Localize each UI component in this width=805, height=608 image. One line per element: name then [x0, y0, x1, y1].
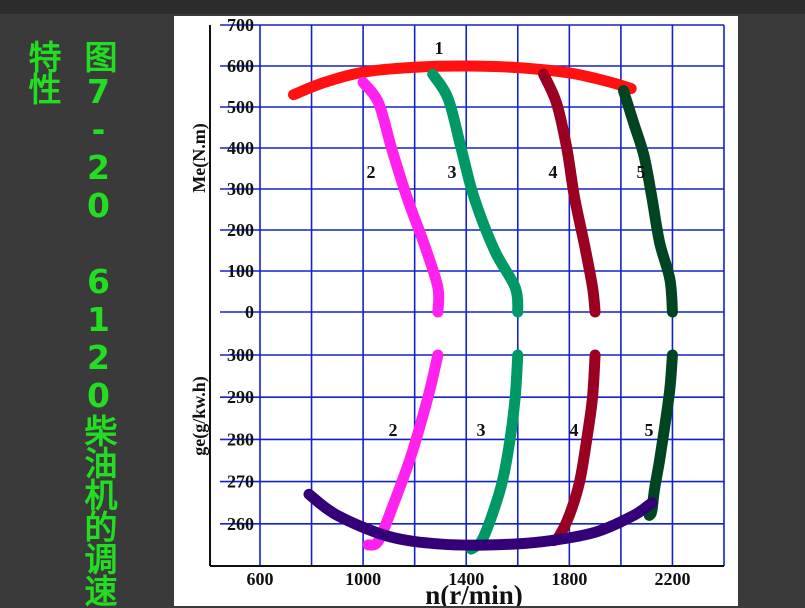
curve-bottom-6 [303, 488, 658, 551]
curve-label-bottom: 2 [389, 420, 398, 440]
y-tick-label-torque: 600 [227, 56, 254, 76]
curve-label-top: 5 [637, 162, 646, 182]
curve-top-5 [617, 85, 678, 318]
y-tick-label-torque: 100 [227, 261, 254, 281]
curve-bottom-2 [362, 349, 444, 551]
curve-bottom-3 [465, 349, 524, 555]
tick-labels: 600 1000 1400 1800 2200700600500400300200100… [227, 16, 690, 589]
curve-label-top: 3 [448, 162, 457, 182]
curve-label-top: 2 [367, 162, 376, 182]
y-axis-label-torque: Me(N.m) [189, 123, 210, 192]
y-tick-label-fuel: 260 [227, 514, 254, 534]
x-tick-label: 1400 [448, 569, 484, 589]
x-tick-label: 600 [247, 569, 274, 589]
grid [220, 24, 725, 567]
curves [288, 60, 678, 555]
y-tick-label-torque: 200 [227, 220, 254, 240]
curve-bottom-5 [643, 349, 678, 521]
y-tick-label-fuel: 290 [227, 387, 254, 407]
curve-top-4 [538, 68, 601, 318]
figure-caption: 图7-20 6120柴油机的调速特性 [23, 40, 118, 606]
x-axis-label: n(r/min) [425, 580, 523, 606]
y-tick-label-fuel: 280 [227, 429, 254, 449]
curve-top-2 [357, 76, 445, 318]
x-tick-label: 2200 [654, 569, 690, 589]
axes [209, 25, 724, 567]
y-axis-label-fuel: ge(g/kw.h) [189, 376, 210, 456]
chart-figure: 600 1000 1400 1800 2200 700 600 500 400 300 200 100… [174, 16, 738, 606]
top-bar [0, 0, 805, 14]
y-tick-label-fuel: 270 [227, 472, 254, 492]
y-tick-label-torque: 700 [227, 16, 254, 35]
curve-label-top: 4 [549, 162, 558, 182]
x-tick-label: 1800 [551, 569, 587, 589]
x-tick-label: 1000 [345, 569, 381, 589]
y-tick-label-torque: 400 [227, 138, 254, 158]
y-tick-label-fuel: 300 [227, 345, 254, 365]
y-tick-label-torque: 0 [245, 302, 254, 322]
curve-labels: 1 2 3 4 5 2 3 4 5 [367, 38, 654, 440]
y-tick-label-torque: 500 [227, 97, 254, 117]
y-tick-label-torque: 300 [227, 179, 254, 199]
curve-label-bottom: 5 [645, 420, 654, 440]
curve-top-1 [288, 60, 637, 101]
curve-label-top: 1 [435, 38, 444, 58]
curve-bottom-4 [548, 349, 601, 547]
curve-label-bottom: 4 [570, 420, 579, 440]
curve-label-bottom: 3 [477, 420, 486, 440]
governing-characteristic-chart: 600 1000 1400 1800 2200700600500400300200100… [189, 16, 725, 606]
curve-top-3 [427, 68, 524, 318]
